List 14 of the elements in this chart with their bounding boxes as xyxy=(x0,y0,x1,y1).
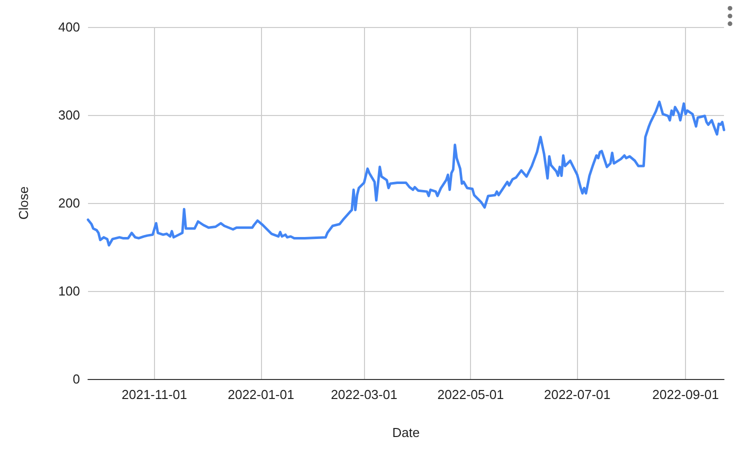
y-tick-label: 100 xyxy=(58,284,80,298)
y-tick-label: 300 xyxy=(58,108,80,122)
line-series xyxy=(86,100,726,246)
y-tick-label: 400 xyxy=(58,20,80,34)
x-tick-label: 2022-01-01 xyxy=(228,387,294,402)
y-axis-title: Close xyxy=(16,186,31,220)
y-tick-label: 0 xyxy=(72,372,80,386)
x-tick-label: 2021-11-01 xyxy=(122,387,188,402)
y-tick-label: 200 xyxy=(58,196,80,210)
x-tick-label: 2022-05-01 xyxy=(437,387,504,402)
x-axis-title: Date xyxy=(392,425,420,440)
x-tick-label: 2022-09-01 xyxy=(652,387,719,402)
x-tick-label: 2022-07-01 xyxy=(544,387,610,402)
x-tick-label: 2022-03-01 xyxy=(330,387,398,402)
